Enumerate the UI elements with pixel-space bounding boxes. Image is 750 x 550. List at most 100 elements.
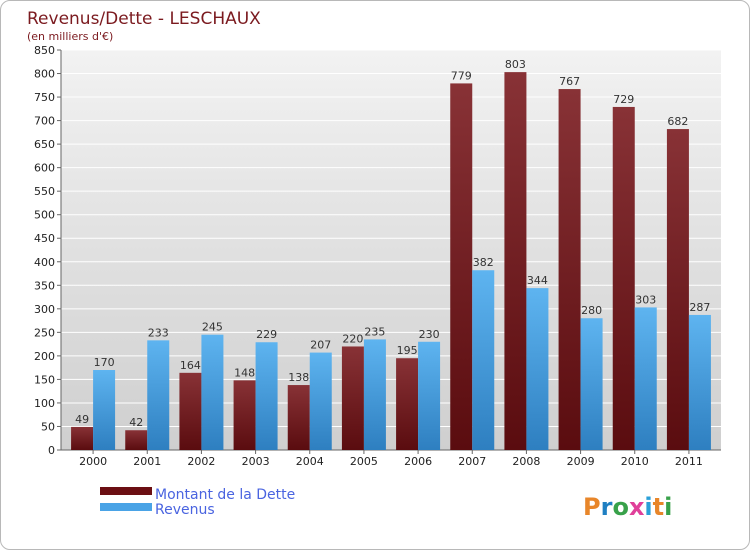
data-label-revenus: 287 bbox=[689, 301, 710, 314]
plot-area bbox=[61, 50, 721, 450]
data-label-revenus: 207 bbox=[310, 339, 331, 352]
y-tick-label: 700 bbox=[34, 115, 55, 128]
bars bbox=[71, 72, 711, 451]
y-tick-label: 150 bbox=[34, 373, 55, 386]
logo-letter: o bbox=[612, 493, 629, 521]
data-label-debt: 42 bbox=[129, 416, 143, 429]
y-tick-label: 650 bbox=[34, 138, 55, 151]
x-tick-label: 2004 bbox=[296, 455, 324, 468]
data-label-debt: 195 bbox=[397, 344, 418, 357]
y-tick-label: 50 bbox=[41, 420, 55, 433]
y-tick-label: 550 bbox=[34, 185, 55, 198]
data-label-revenus: 170 bbox=[94, 356, 115, 369]
y-tick-label: 200 bbox=[34, 350, 55, 363]
x-tick-label: 2010 bbox=[621, 455, 649, 468]
chart-title: Revenus/Dette - LESCHAUX bbox=[27, 9, 261, 29]
data-label-revenus: 233 bbox=[148, 326, 169, 339]
bar-debt bbox=[125, 430, 148, 450]
bar-debt bbox=[287, 385, 310, 450]
bar-revenus bbox=[634, 307, 657, 450]
bar-debt bbox=[396, 358, 419, 450]
bar-debt bbox=[504, 72, 527, 450]
x-tick-label: 2002 bbox=[187, 455, 215, 468]
bar-debt bbox=[558, 89, 581, 450]
bar-revenus bbox=[309, 352, 332, 450]
data-label-debt: 729 bbox=[613, 93, 634, 106]
x-tick-label: 2005 bbox=[350, 455, 378, 468]
bar-debt bbox=[612, 106, 635, 451]
data-label-revenus: 229 bbox=[256, 328, 277, 341]
data-label-revenus: 245 bbox=[202, 321, 223, 334]
y-tick-label: 800 bbox=[34, 68, 55, 81]
bar-revenus bbox=[363, 339, 386, 450]
bar-revenus bbox=[201, 334, 224, 450]
grid-lines bbox=[61, 49, 721, 451]
data-label-debt: 682 bbox=[667, 115, 688, 128]
bar-revenus bbox=[580, 318, 603, 450]
y-tick-label: 500 bbox=[34, 209, 55, 222]
logo-letter: i bbox=[644, 493, 652, 521]
y-tick-label: 400 bbox=[34, 256, 55, 269]
logo-letter: r bbox=[601, 493, 613, 521]
bar-debt bbox=[233, 380, 256, 450]
x-tick-label: 2007 bbox=[458, 455, 486, 468]
bar-debt bbox=[71, 426, 94, 450]
data-label-debt: 138 bbox=[288, 371, 309, 384]
y-tick-label: 600 bbox=[34, 162, 55, 175]
data-label-revenus: 303 bbox=[635, 293, 656, 306]
y-tick-label: 350 bbox=[34, 279, 55, 292]
bar-debt bbox=[450, 83, 473, 450]
data-label-revenus: 230 bbox=[419, 328, 440, 341]
legend-swatch-debt bbox=[100, 487, 152, 495]
data-label-debt: 767 bbox=[559, 75, 580, 88]
proxiti-logo: Proxiti bbox=[583, 493, 672, 521]
logo-letter: P bbox=[583, 493, 601, 521]
legend-label-revenus: Revenus bbox=[155, 502, 215, 518]
y-tick-label: 250 bbox=[34, 326, 55, 339]
data-label-debt: 779 bbox=[451, 69, 472, 82]
y-tick-label: 100 bbox=[34, 397, 55, 410]
data-label-revenus: 382 bbox=[473, 256, 494, 269]
x-tick-label: 2011 bbox=[675, 455, 703, 468]
y-tick-label: 300 bbox=[34, 303, 55, 316]
logo-text: Proxiti bbox=[583, 493, 672, 521]
x-axis-ticks: 2000 2001 2002 2003 2004 2005 2006 2007 2008 2009… bbox=[79, 450, 703, 468]
logo-letter: x bbox=[629, 493, 645, 521]
legend-swatch-revenus bbox=[100, 503, 152, 511]
legend-label-debt: Montant de la Dette bbox=[155, 487, 295, 503]
y-tick-label: 750 bbox=[34, 91, 55, 104]
bar-debt bbox=[179, 372, 202, 450]
data-label-revenus: 235 bbox=[364, 325, 385, 338]
bar-revenus bbox=[93, 370, 116, 450]
bar-revenus bbox=[688, 314, 711, 450]
bar-revenus bbox=[255, 342, 278, 450]
x-tick-label: 2003 bbox=[242, 455, 270, 468]
data-label-revenus: 344 bbox=[527, 274, 548, 287]
bar-revenus bbox=[418, 341, 441, 450]
chart-subtitle: (en milliers d'€) bbox=[27, 30, 113, 43]
logo-letter: i bbox=[664, 493, 672, 521]
y-axis-ticks: 0 50 100 150 200 250 300 350 400 450 500 550 600 650 7… bbox=[34, 44, 721, 457]
y-tick-label: 450 bbox=[34, 232, 55, 245]
data-label-debt: 49 bbox=[75, 413, 89, 426]
logo-letter: t bbox=[653, 493, 664, 521]
data-label-revenus: 280 bbox=[581, 304, 602, 317]
data-label-debt: 220 bbox=[342, 332, 363, 345]
y-tick-label: 0 bbox=[48, 444, 55, 457]
x-tick-label: 2009 bbox=[567, 455, 595, 468]
data-label-debt: 803 bbox=[505, 58, 526, 71]
x-tick-label: 2006 bbox=[404, 455, 432, 468]
data-label-debt: 164 bbox=[180, 359, 201, 372]
x-tick-label: 2000 bbox=[79, 455, 107, 468]
data-label-debt: 148 bbox=[234, 366, 255, 379]
bar-debt bbox=[666, 129, 689, 450]
x-tick-label: 2001 bbox=[133, 455, 161, 468]
bar-revenus bbox=[472, 270, 495, 450]
bar-debt bbox=[341, 346, 364, 450]
y-tick-label: 850 bbox=[34, 44, 55, 57]
bar-revenus bbox=[147, 340, 170, 450]
bar-revenus bbox=[526, 288, 549, 450]
x-tick-label: 2008 bbox=[512, 455, 540, 468]
